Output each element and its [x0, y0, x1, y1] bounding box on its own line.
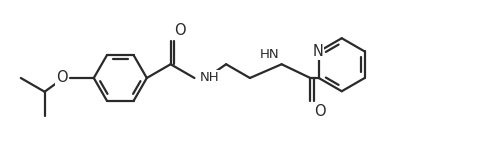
- Text: O: O: [314, 104, 326, 119]
- Text: O: O: [174, 23, 186, 38]
- Text: HN: HN: [260, 48, 279, 61]
- Text: N: N: [312, 44, 323, 59]
- Text: O: O: [56, 71, 67, 86]
- Text: NH: NH: [199, 71, 219, 84]
